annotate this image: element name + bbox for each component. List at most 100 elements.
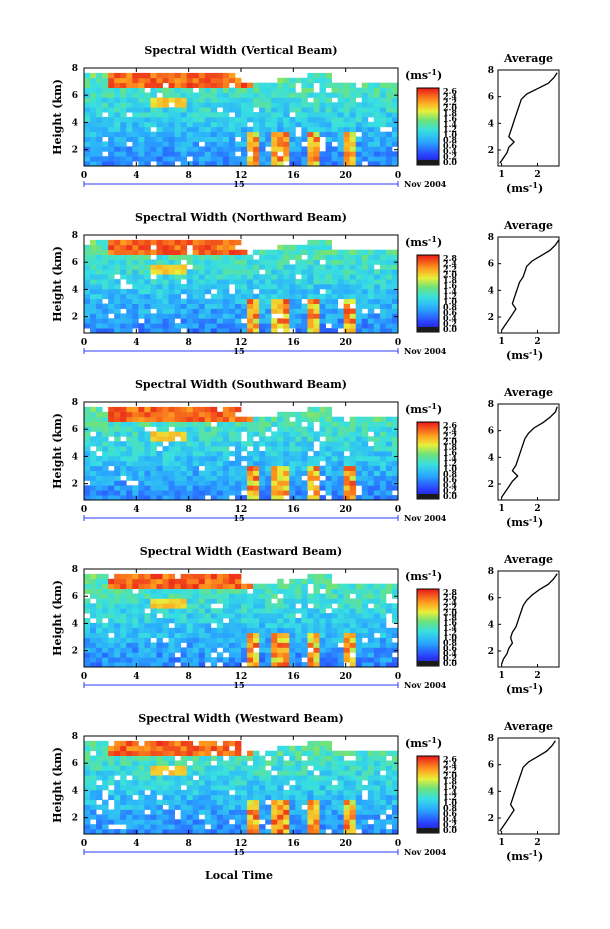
heatmap-cell: [204, 239, 212, 246]
heatmap-cell: [126, 765, 133, 771]
heatmap-cell: [325, 249, 332, 255]
heatmap-cell: [241, 785, 248, 791]
heatmap-cell: [361, 323, 369, 329]
heatmap-cell: [367, 608, 375, 614]
colorbar-unit: (ms-1): [405, 568, 442, 583]
heatmap-cell: [204, 112, 212, 118]
heatmap-cell: [343, 593, 351, 599]
heatmap-cell: [385, 87, 393, 93]
heatmap-cell: [379, 293, 387, 300]
heatmap-cell: [96, 485, 103, 491]
heatmap-cell: [144, 82, 151, 88]
heatmap-cell: [156, 244, 163, 251]
heatmap-cell: [222, 809, 230, 815]
heatmap-cell: [108, 755, 115, 761]
heatmap-cell: [132, 804, 139, 810]
heatmap-cell: [385, 588, 393, 594]
heatmap-cell: [283, 662, 290, 668]
heatmap-cell: [241, 475, 248, 481]
heatmap-cell: [385, 485, 393, 491]
heatmap-cell: [90, 740, 97, 747]
heatmap-cell: [289, 279, 296, 285]
heatmap-cell: [102, 293, 109, 300]
heatmap-cell: [313, 652, 320, 658]
heatmap-cell: [150, 269, 157, 275]
heatmap-cell: [241, 470, 248, 476]
heatmap-cell: [343, 323, 351, 329]
heatmap-cell: [277, 126, 284, 133]
heatmap-cell: [138, 406, 145, 413]
heatmap-cell: [222, 146, 230, 152]
heatmap-cell: [319, 431, 326, 437]
heatmap-cell: [247, 632, 254, 638]
heatmap-cell: [138, 573, 145, 580]
heatmap-cell: [114, 259, 121, 265]
heatmap-cell: [168, 632, 175, 638]
heatmap-cell: [192, 126, 200, 133]
heatmap-cell: [307, 441, 314, 447]
heatmap-cell: [265, 598, 272, 604]
heatmap-cell: [216, 313, 224, 319]
heatmap-cell: [253, 652, 260, 658]
heatmap-cell: [289, 308, 296, 314]
heatmap-cell: [90, 657, 97, 663]
heatmap-cell: [180, 126, 188, 133]
heatmap-cell: [204, 298, 212, 304]
heatmap-cell: [192, 328, 200, 334]
heatmap-cell: [289, 770, 296, 776]
heatmap-cell: [132, 662, 139, 668]
heatmap-cell: [337, 293, 345, 300]
heatmap-cell: [385, 470, 393, 476]
heatmap-cell: [108, 121, 115, 128]
heatmap-cell: [162, 794, 169, 801]
heatmap-cell: [259, 618, 266, 624]
heatmap-cell: [114, 618, 121, 624]
heatmap-cell: [259, 637, 266, 643]
heatmap-cell: [186, 117, 194, 123]
heatmap-cell: [210, 77, 218, 84]
heatmap-cell: [228, 298, 236, 304]
heatmap-cell: [349, 637, 357, 643]
heatmap-cell: [283, 475, 290, 481]
heatmap-cell: [210, 799, 218, 805]
heatmap-cell: [295, 593, 302, 599]
heatmap-cell: [385, 662, 393, 668]
heatmap-cell: [325, 126, 332, 133]
heatmap-cell: [343, 279, 351, 285]
heatmap-cell: [174, 593, 182, 599]
heatmap-cell: [391, 642, 399, 648]
heatmap-cell: [198, 121, 206, 128]
heatmap-cell: [198, 239, 206, 246]
heatmap-cell: [331, 156, 339, 162]
colorbar-tick-label: 1.6: [443, 113, 457, 123]
heatmap-cell: [331, 465, 339, 471]
heatmap-cell: [331, 446, 339, 452]
heatmap-cell: [168, 446, 175, 452]
heatmap-cell: [337, 136, 345, 142]
colorbar: [416, 755, 440, 834]
heatmap-cell: [186, 745, 194, 752]
x-axis-label: Local Time: [205, 869, 273, 882]
heatmap-cell: [361, 87, 369, 93]
heatmap-cell: [210, 470, 218, 476]
heatmap-cell: [192, 755, 200, 761]
heatmap-cell: [301, 77, 308, 84]
heatmap-cell: [283, 318, 290, 324]
heatmap-cell: [391, 470, 399, 476]
heatmap-cell: [180, 637, 188, 643]
heatmap-cell: [186, 136, 194, 142]
heatmap-cell: [144, 303, 151, 309]
heatmap-cell: [379, 441, 387, 447]
panel-3: Spectral Width (Southward Beam)2468Heigh…: [51, 378, 560, 529]
heatmap-cell: [241, 112, 248, 118]
heatmap-cell: [222, 244, 230, 251]
heatmap-cell: [349, 264, 357, 270]
heatmap-cell: [216, 416, 224, 422]
heatmap-cell: [126, 426, 133, 432]
heatmap-cell: [102, 264, 109, 270]
heatmap-cell: [247, 583, 254, 589]
avg-y-tick-label: 8: [488, 734, 494, 744]
heatmap-cell: [337, 436, 345, 442]
heatmap-cell: [313, 406, 320, 413]
heatmap-cell: [265, 583, 272, 589]
